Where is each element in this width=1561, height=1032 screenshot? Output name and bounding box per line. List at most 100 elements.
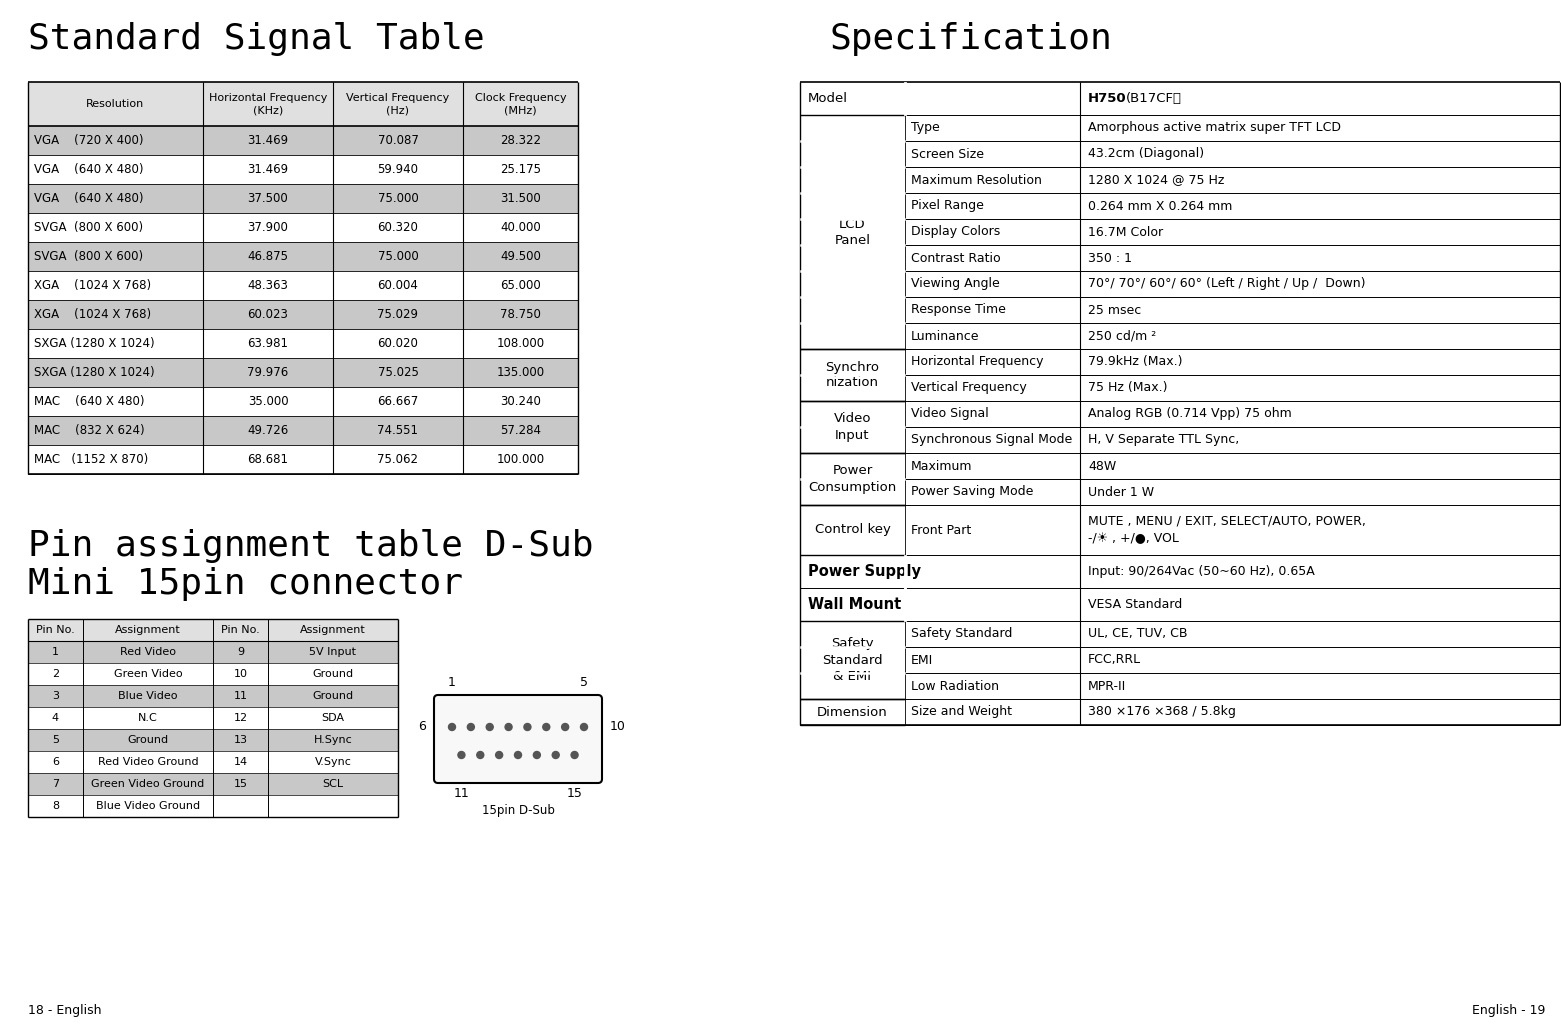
FancyBboxPatch shape	[434, 695, 603, 783]
Text: 6: 6	[418, 720, 426, 734]
Text: H.Sync: H.Sync	[314, 735, 353, 745]
Text: 31.469: 31.469	[248, 134, 289, 147]
Text: Resolution: Resolution	[86, 99, 145, 109]
Text: 70°/ 70°/ 60°/ 60° (Left / Right / Up /  Down): 70°/ 70°/ 60°/ 60° (Left / Right / Up / …	[1088, 278, 1366, 290]
Text: 60.023: 60.023	[248, 308, 289, 321]
Text: Type: Type	[912, 122, 940, 134]
Text: VGA    (720 X 400): VGA (720 X 400)	[34, 134, 144, 147]
Circle shape	[524, 723, 531, 731]
Text: Safety Standard: Safety Standard	[912, 627, 1013, 641]
Text: 75.000: 75.000	[378, 192, 418, 205]
Text: 100.000: 100.000	[496, 453, 545, 466]
Text: 37.500: 37.500	[248, 192, 289, 205]
Bar	[28, 300, 578, 329]
Text: 4: 4	[52, 713, 59, 723]
Text: 6: 6	[52, 757, 59, 767]
Text: Viewing Angle: Viewing Angle	[912, 278, 999, 290]
Text: Vertical Frequency
(Hz): Vertical Frequency (Hz)	[347, 93, 450, 116]
Circle shape	[448, 723, 456, 731]
Text: 74.551: 74.551	[378, 424, 418, 437]
Text: VGA    (640 X 480): VGA (640 X 480)	[34, 192, 144, 205]
Text: 37.900: 37.900	[248, 221, 289, 234]
Text: 2: 2	[52, 669, 59, 679]
Text: Dimension: Dimension	[816, 706, 888, 718]
Text: Video
Input: Video Input	[834, 413, 871, 442]
Text: 65.000: 65.000	[500, 279, 540, 292]
Text: SVGA  (800 X 600): SVGA (800 X 600)	[34, 250, 144, 263]
Text: 75.062: 75.062	[378, 453, 418, 466]
Text: Low Radiation: Low Radiation	[912, 679, 999, 692]
Text: Clock Frequency
(MHz): Clock Frequency (MHz)	[475, 93, 567, 116]
Circle shape	[457, 751, 465, 759]
Bar	[28, 184, 578, 213]
Text: 60.020: 60.020	[378, 337, 418, 350]
Text: Ground: Ground	[128, 735, 169, 745]
Text: 28.322: 28.322	[500, 134, 542, 147]
Text: MAC   (1152 X 870): MAC (1152 X 870)	[34, 453, 148, 466]
Text: Specification: Specification	[830, 22, 1113, 56]
Bar	[28, 619, 398, 641]
Bar	[28, 126, 578, 155]
Text: Green Video Ground: Green Video Ground	[92, 779, 204, 789]
Text: 1: 1	[52, 647, 59, 657]
Text: Synchronous Signal Mode: Synchronous Signal Mode	[912, 433, 1072, 447]
Text: FCC,RRL: FCC,RRL	[1088, 653, 1141, 667]
Text: Ground: Ground	[312, 669, 353, 679]
Text: Standard Signal Table: Standard Signal Table	[28, 22, 485, 56]
Text: Amorphous active matrix super TFT LCD: Amorphous active matrix super TFT LCD	[1088, 122, 1341, 134]
Text: 60.320: 60.320	[378, 221, 418, 234]
Text: 7: 7	[52, 779, 59, 789]
Text: Red Video Ground: Red Video Ground	[98, 757, 198, 767]
Text: Horizontal Frequency: Horizontal Frequency	[912, 355, 1043, 368]
Circle shape	[515, 751, 521, 759]
Text: 25 msec: 25 msec	[1088, 303, 1141, 317]
Text: 10: 10	[234, 669, 248, 679]
Text: SDA: SDA	[322, 713, 345, 723]
Text: 35.000: 35.000	[248, 395, 289, 408]
Text: 5: 5	[581, 676, 588, 689]
Text: 78.750: 78.750	[500, 308, 542, 321]
Text: N.C: N.C	[137, 713, 158, 723]
Bar	[28, 416, 578, 445]
Circle shape	[534, 751, 540, 759]
Text: H, V Separate TTL Sync,: H, V Separate TTL Sync,	[1088, 433, 1239, 447]
Text: 350 : 1: 350 : 1	[1088, 252, 1132, 264]
Text: V.Sync: V.Sync	[315, 757, 351, 767]
Text: Under 1 W: Under 1 W	[1088, 485, 1154, 498]
Text: (B17CF）: (B17CF）	[1125, 92, 1182, 105]
Text: Display Colors: Display Colors	[912, 226, 1001, 238]
Text: Analog RGB (0.714 Vpp) 75 ohm: Analog RGB (0.714 Vpp) 75 ohm	[1088, 408, 1293, 420]
Text: Green Video: Green Video	[114, 669, 183, 679]
Text: English - 19: English - 19	[1472, 1004, 1545, 1017]
Text: Power Saving Mode: Power Saving Mode	[912, 485, 1033, 498]
Text: Model: Model	[809, 92, 848, 105]
Text: Ground: Ground	[312, 691, 353, 701]
Text: VESA Standard: VESA Standard	[1088, 598, 1182, 611]
Text: 75.000: 75.000	[378, 250, 418, 263]
Text: 380 ×176 ×368 / 5.8kg: 380 ×176 ×368 / 5.8kg	[1088, 706, 1236, 718]
Text: Synchro
nization: Synchro nization	[826, 360, 879, 389]
Text: VGA    (640 X 480): VGA (640 X 480)	[34, 163, 144, 176]
Text: 18 - English: 18 - English	[28, 1004, 101, 1017]
Text: 49.500: 49.500	[500, 250, 542, 263]
Bar	[28, 82, 578, 126]
Text: 0.264 mm X 0.264 mm: 0.264 mm X 0.264 mm	[1088, 199, 1232, 213]
Circle shape	[496, 751, 503, 759]
Text: 79.9kHz (Max.): 79.9kHz (Max.)	[1088, 355, 1183, 368]
Text: 31.500: 31.500	[500, 192, 540, 205]
Text: 8: 8	[52, 801, 59, 811]
Text: Front Part: Front Part	[912, 523, 971, 537]
Text: 12: 12	[234, 713, 248, 723]
Text: SXGA (1280 X 1024): SXGA (1280 X 1024)	[34, 366, 155, 379]
Text: Control key: Control key	[815, 523, 890, 537]
Circle shape	[485, 723, 493, 731]
Text: 59.940: 59.940	[378, 163, 418, 176]
Text: 15: 15	[567, 787, 582, 800]
Circle shape	[562, 723, 568, 731]
Text: 10: 10	[610, 720, 626, 734]
Text: SCL: SCL	[323, 779, 343, 789]
Text: Assignment: Assignment	[116, 625, 181, 635]
Text: EMI: EMI	[912, 653, 933, 667]
Text: Power Supply: Power Supply	[809, 565, 921, 579]
Circle shape	[553, 751, 559, 759]
